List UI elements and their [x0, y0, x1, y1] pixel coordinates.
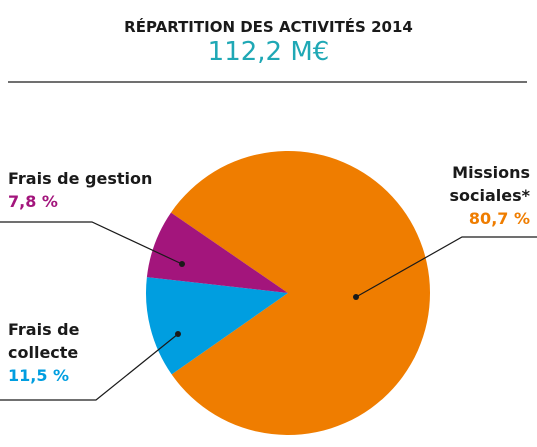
value-label: 80,7 %	[468, 209, 530, 228]
leader-line	[0, 221, 183, 265]
value-label: 7,8 %	[8, 192, 58, 211]
leader-dot	[175, 331, 181, 337]
pie	[146, 150, 431, 436]
leader-dot	[179, 261, 185, 267]
slice-label: Frais de gestion	[8, 169, 153, 188]
pie-slice	[146, 212, 288, 293]
chart-title: RÉPARTITION DES ACTIVITÉS 2014	[124, 18, 413, 36]
slice-label: Frais de collecte	[8, 320, 80, 362]
pie-slice	[170, 150, 431, 436]
chart-subtitle: 112,2 M€	[207, 37, 330, 67]
leaders	[0, 221, 537, 401]
value-label: 11,5 %	[8, 366, 70, 385]
leader-line	[355, 236, 537, 298]
leader-dot	[353, 294, 359, 300]
leader-line	[0, 333, 179, 401]
pie-slice	[146, 277, 288, 375]
slice-label: Missions sociales*	[449, 163, 530, 205]
leader-dots	[175, 261, 359, 337]
